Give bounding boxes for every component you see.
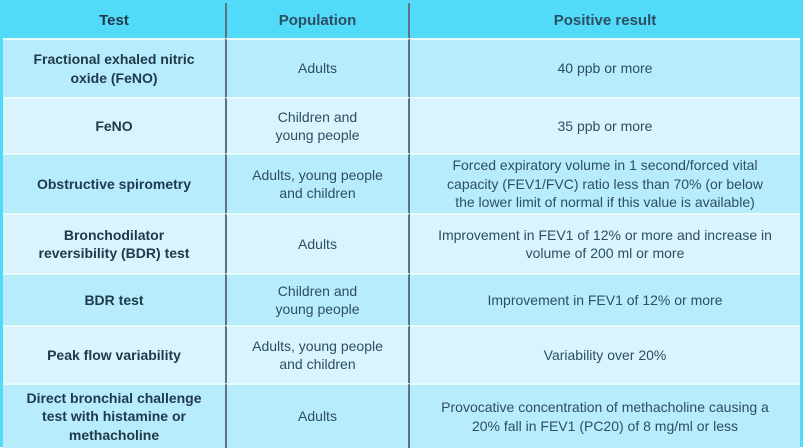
cell-result: Improvement in FEV1 of 12% or more bbox=[410, 273, 800, 325]
cell-population: Adults, young people and children bbox=[225, 153, 410, 213]
cell-population: Children and young people bbox=[225, 273, 410, 325]
cell-population: Adults bbox=[225, 38, 410, 97]
cell-result: 40 ppb or more bbox=[410, 38, 800, 97]
header-cell-positive-result: Positive result bbox=[410, 3, 800, 38]
cell-test: Peak flow variability bbox=[3, 325, 225, 383]
cell-population: Children and young people bbox=[225, 97, 410, 153]
cell-test: Direct bronchial challenge test with his… bbox=[3, 383, 225, 448]
cell-result: Provocative concentration of methacholin… bbox=[410, 383, 800, 448]
cell-result: Improvement in FEV1 of 12% or more and i… bbox=[410, 213, 800, 273]
cell-test: BDR test bbox=[3, 273, 225, 325]
cell-test: Bronchodilator reversibility (BDR) test bbox=[3, 213, 225, 273]
cell-population: Adults bbox=[225, 383, 410, 448]
cell-result: Forced expiratory volume in 1 second/for… bbox=[410, 153, 800, 213]
cell-result: 35 ppb or more bbox=[410, 97, 800, 153]
cell-population: Adults bbox=[225, 213, 410, 273]
cell-test: FeNO bbox=[3, 97, 225, 153]
header-cell-test: Test bbox=[3, 3, 225, 38]
cell-population: Adults, young people and children bbox=[225, 325, 410, 383]
cell-result: Variability over 20% bbox=[410, 325, 800, 383]
cell-test: Obstructive spirometry bbox=[3, 153, 225, 213]
cell-test: Fractional exhaled nitric oxide (FeNO) bbox=[3, 38, 225, 97]
header-cell-population: Population bbox=[225, 3, 410, 38]
